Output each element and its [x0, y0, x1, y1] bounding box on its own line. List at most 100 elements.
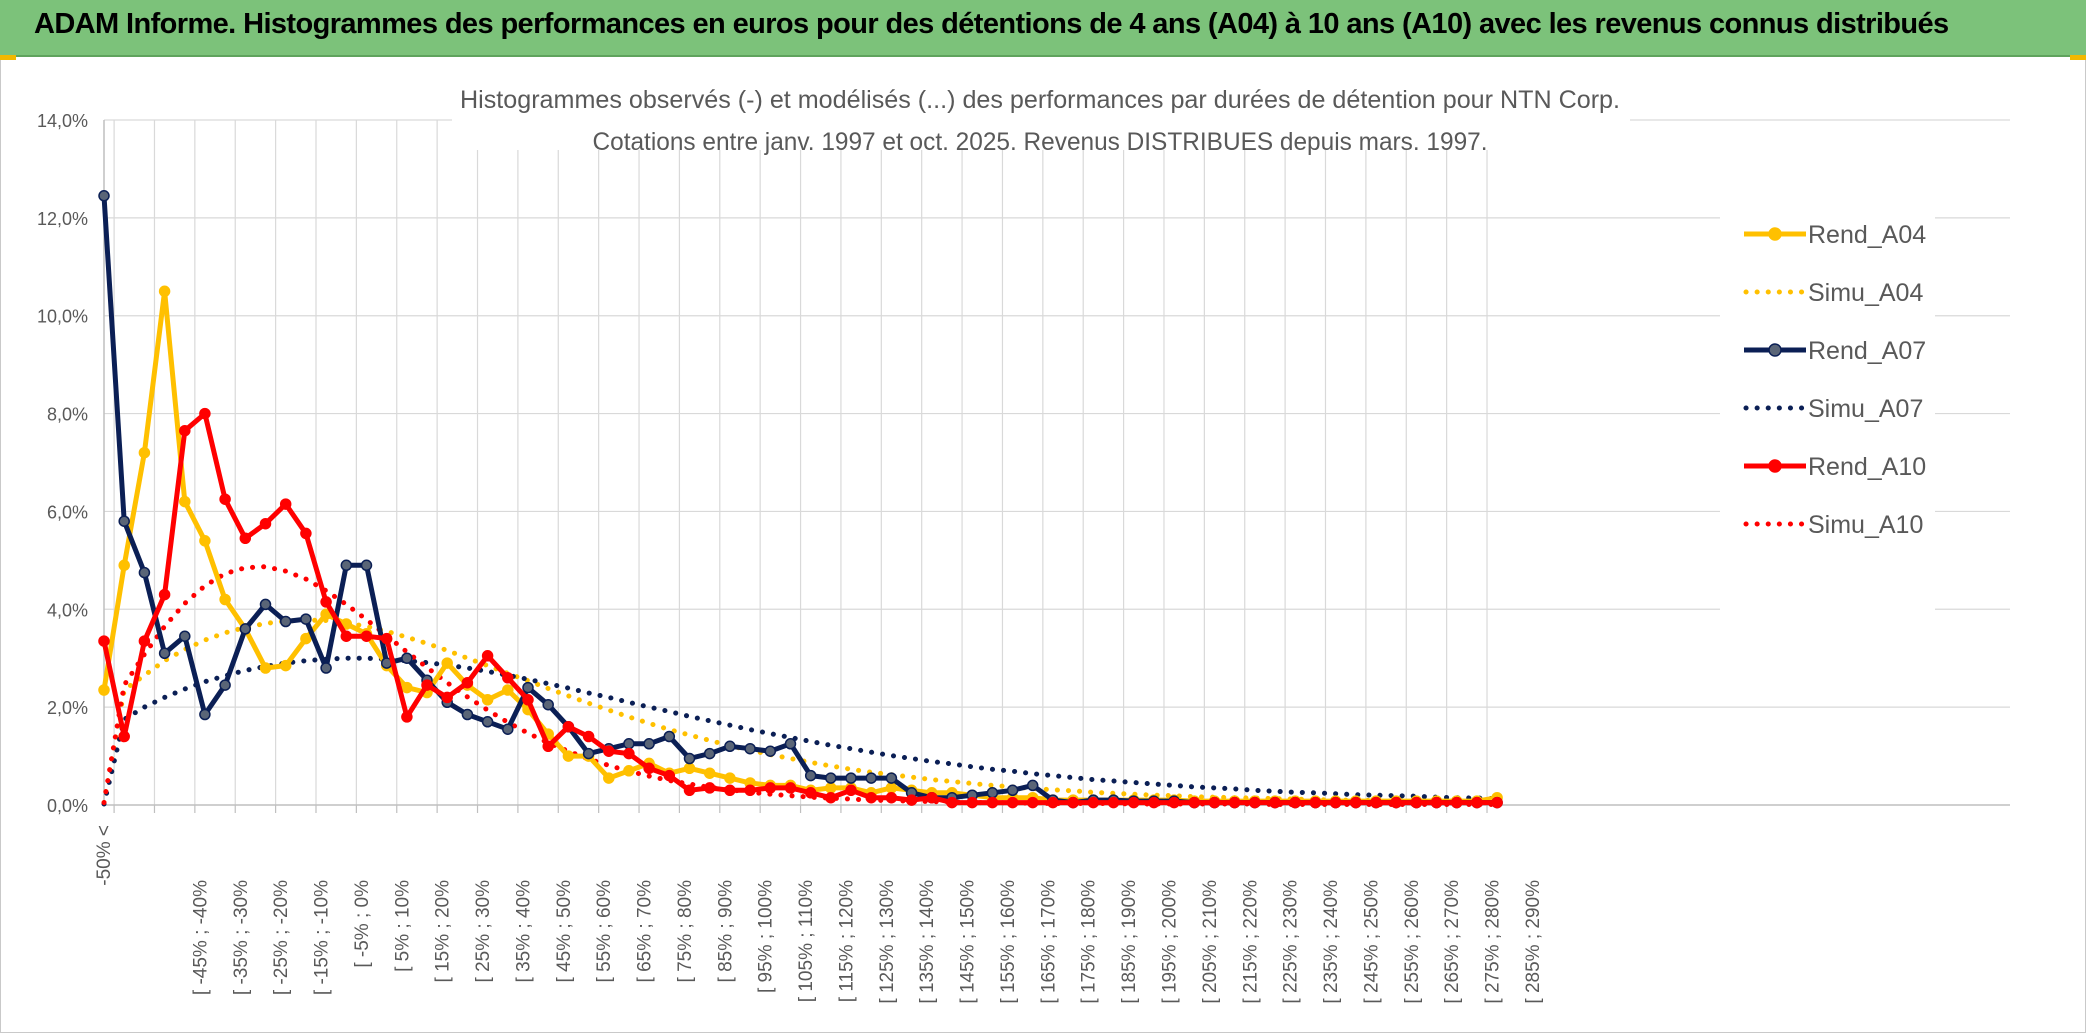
data-point-rend-a07 — [401, 652, 413, 664]
x-tick-label: [ 15% ; 20% — [433, 880, 454, 983]
data-point-rend-a10 — [481, 650, 494, 662]
data-point-rend-a07 — [683, 752, 696, 765]
data-point-rend-a10 — [1127, 796, 1140, 809]
data-point-rend-a07 — [502, 723, 514, 735]
data-point-rend-a10 — [744, 784, 756, 797]
chart-subtitle: Cotations entre janv. 1997 et oct. 2025.… — [593, 128, 1488, 156]
legend-box — [1720, 205, 1935, 625]
data-point-rend-a07 — [643, 738, 655, 750]
x-tick-label: [ 155% ; 160% — [998, 880, 1019, 1004]
data-point-rend-a07 — [825, 772, 837, 784]
y-tick-label: 2,0% — [47, 698, 88, 718]
data-point-rend-a10 — [179, 424, 191, 437]
legend-label-simu-a07: Simu_A07 — [1808, 395, 1923, 423]
legend-label-rend-a04: Rend_A04 — [1808, 221, 1926, 249]
data-point-rend-a04 — [199, 535, 211, 547]
data-point-rend-a10 — [1087, 796, 1100, 809]
data-point-rend-a07 — [179, 630, 191, 642]
data-point-rend-a04 — [703, 767, 716, 779]
data-point-rend-a07 — [300, 613, 312, 625]
data-point-rend-a10 — [239, 532, 252, 545]
x-tick-label: [ 5% ; 10% — [392, 880, 413, 972]
data-point-rend-a04 — [118, 559, 130, 572]
data-point-rend-a07 — [320, 662, 332, 674]
legend-marker-rend-a04 — [1768, 227, 1782, 241]
x-tick-label: [ 285% ; 290% — [1523, 880, 1544, 1004]
data-point-rend-a10 — [259, 517, 272, 530]
data-point-rend-a07 — [1006, 784, 1019, 797]
x-tick-label: [ -45% ; -40% — [190, 880, 211, 995]
data-point-rend-a07 — [481, 716, 494, 728]
y-tick-labels: 0,0% 2,0% 4,0% 6,0% 8,0% 10,0% 12,0% 14,0% — [37, 111, 88, 816]
data-point-rend-a04 — [441, 657, 453, 669]
data-point-rend-a10 — [502, 672, 514, 684]
data-point-rend-a10 — [703, 782, 716, 794]
data-point-rend-a07 — [239, 623, 252, 635]
data-point-rend-a10 — [946, 796, 958, 809]
data-point-rend-a10 — [421, 679, 433, 691]
data-point-rend-a10 — [138, 635, 151, 647]
data-point-rend-a04 — [885, 782, 898, 794]
data-point-rend-a10 — [1309, 796, 1322, 809]
data-point-rend-a04 — [562, 750, 575, 762]
data-point-rend-a10 — [986, 796, 999, 809]
data-point-rend-a10 — [360, 630, 373, 642]
data-point-rend-a10 — [784, 782, 797, 794]
data-point-rend-a10 — [1026, 796, 1039, 809]
x-tick-label: [ 75% ; 80% — [675, 880, 696, 983]
data-point-rend-a04 — [623, 765, 635, 777]
data-point-rend-a10 — [279, 498, 292, 510]
data-point-rend-a07 — [986, 787, 999, 799]
data-point-rend-a04 — [179, 495, 191, 508]
report-banner: ADAM Informe. Histogrammes des performan… — [0, 0, 2086, 57]
x-tick-label: [ 115% ; 120% — [836, 880, 857, 1002]
data-point-rend-a10 — [1188, 796, 1201, 809]
data-point-rend-a10 — [401, 711, 413, 723]
data-point-rend-a10 — [98, 635, 110, 647]
x-tick-label: [ 125% ; 130% — [877, 880, 898, 1004]
data-point-rend-a07 — [118, 515, 130, 527]
x-tick-label: [ -15% ; -10% — [312, 880, 333, 995]
data-point-rend-a10 — [582, 730, 595, 743]
chart-title: Histogrammes observés (-) et modélisés (… — [460, 86, 1620, 114]
series-lines — [98, 190, 1503, 809]
data-point-rend-a10 — [1410, 796, 1423, 809]
data-point-rend-a07 — [784, 738, 797, 750]
x-tick-labels: -50% < [ -45% ; -40% [ -35% ; -30% [ -25% ;… — [94, 825, 1544, 1004]
data-point-rend-a10 — [663, 769, 676, 782]
data-point-rend-a10 — [1491, 796, 1503, 809]
data-point-rend-a10 — [1249, 796, 1261, 809]
data-point-rend-a10 — [219, 493, 231, 505]
data-point-rend-a10 — [562, 720, 575, 733]
legend-label-simu-a04: Simu_A04 — [1808, 279, 1923, 307]
data-point-rend-a10 — [118, 730, 130, 743]
data-point-rend-a10 — [461, 676, 474, 689]
title-backdrop — [452, 82, 1630, 150]
x-tick-label: [ 25% ; 30% — [473, 880, 494, 983]
data-point-rend-a07 — [219, 679, 231, 691]
data-point-rend-a10 — [1350, 796, 1362, 809]
data-point-rend-a07 — [845, 772, 857, 784]
data-point-rend-a04 — [158, 285, 171, 298]
data-point-rend-a10 — [542, 740, 554, 753]
series-line-simu-a07 — [101, 655, 1500, 807]
data-point-rend-a04 — [401, 681, 413, 694]
data-point-rend-a10 — [643, 762, 655, 775]
data-point-rend-a10 — [623, 747, 635, 760]
data-point-rend-a10 — [441, 691, 453, 704]
x-tick-label: [ 55% ; 60% — [594, 880, 615, 983]
report-title: ADAM Informe. Histogrammes des performan… — [34, 8, 1949, 40]
data-point-rend-a07 — [138, 566, 151, 579]
y-tick-label: 6,0% — [47, 502, 88, 522]
data-point-rend-a10 — [1228, 796, 1241, 809]
x-tick-label: [ 165% ; 170% — [1038, 880, 1059, 1004]
corner-mark-right — [2070, 55, 2086, 60]
data-point-rend-a10 — [300, 527, 312, 540]
data-point-rend-a10 — [320, 596, 332, 608]
x-tick-label: [ -25% ; -20% — [271, 880, 292, 995]
data-point-rend-a10 — [1047, 796, 1059, 809]
legend: Rend_A04 Simu_A04 Rend_A07 Simu_A07 Rend_A10… — [1720, 205, 1935, 625]
data-point-rend-a07 — [158, 647, 171, 660]
data-point-rend-a04 — [603, 772, 615, 784]
data-point-rend-a10 — [724, 784, 736, 797]
